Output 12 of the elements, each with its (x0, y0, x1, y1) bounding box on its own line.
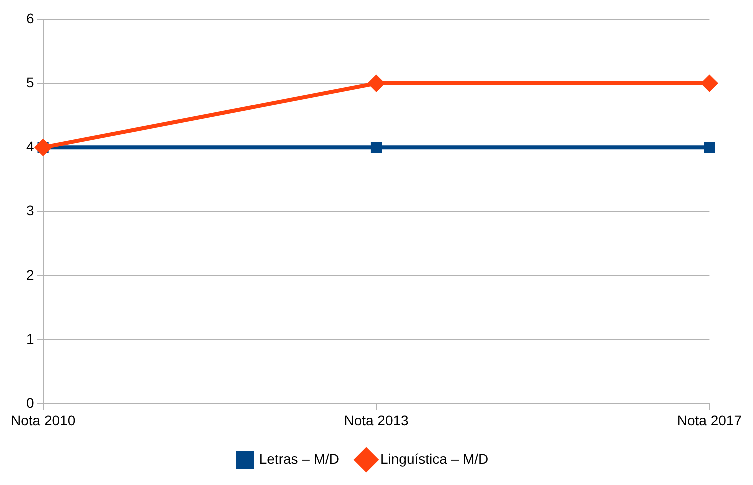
x-tick-label: Nota 2013 (344, 412, 410, 428)
y-tick-label: 6 (26, 10, 35, 26)
y-tick-label: 2 (26, 266, 35, 283)
y-tick-label: 4 (26, 138, 35, 155)
legend-label: Letras – M/D (259, 450, 340, 467)
legend-label: Linguística – M/D (380, 450, 489, 467)
y-tick-label: 5 (26, 74, 35, 90)
x-tick-label: Nota 2017 (677, 412, 742, 428)
y-tick-label: 1 (26, 330, 35, 347)
y-tick-label: 0 (26, 395, 35, 412)
x-tick-label: Nota 2010 (11, 412, 76, 428)
y-tick-label: 3 (26, 202, 35, 219)
